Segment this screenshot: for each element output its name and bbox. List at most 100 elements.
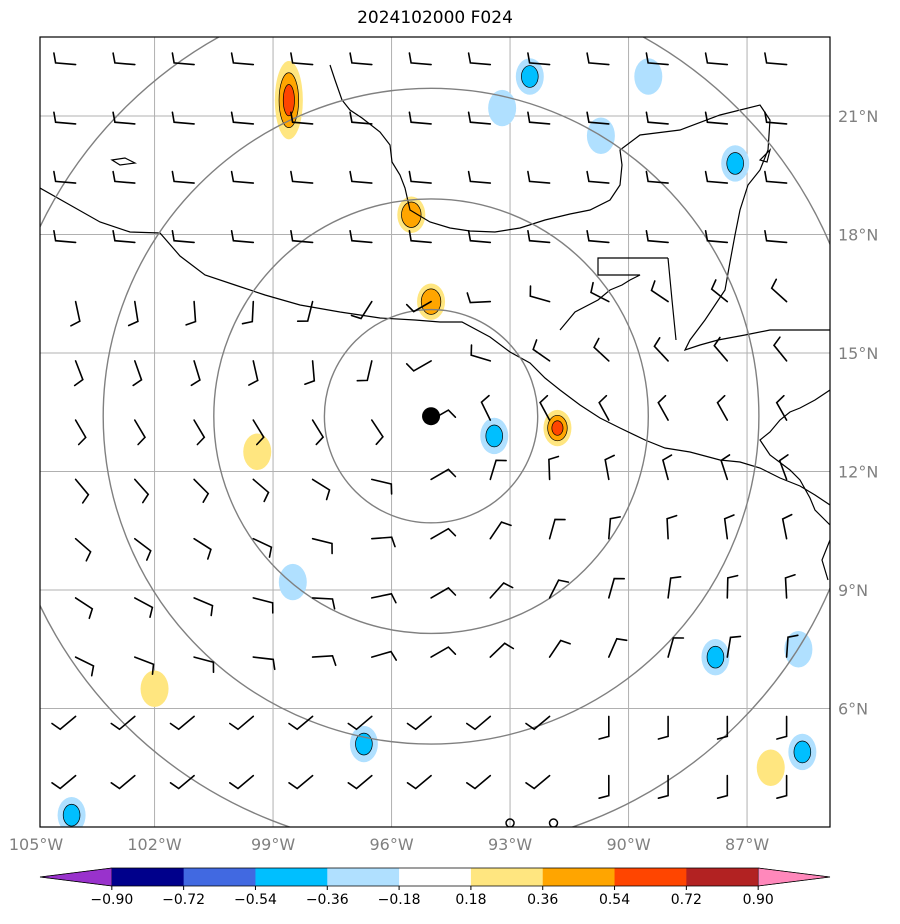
- wind-barb: [311, 597, 336, 610]
- wind-barb: [74, 478, 90, 504]
- wind-barb: [349, 52, 373, 66]
- wind-barb: [193, 656, 215, 673]
- wind-barb: [480, 394, 492, 421]
- wind-barb: [772, 336, 788, 362]
- wind-barb: [776, 774, 788, 799]
- wind-barb: [466, 292, 492, 304]
- wind-barb: [371, 478, 393, 495]
- wind-barb: [70, 300, 81, 327]
- wind-barb: [311, 654, 337, 667]
- wind-barb: [171, 170, 195, 184]
- wind-barb: [185, 300, 197, 326]
- map-background: [40, 37, 830, 827]
- wind-barb: [704, 111, 729, 125]
- wind-barb: [586, 170, 610, 184]
- wind-barb: [775, 394, 788, 421]
- wind-barb: [112, 170, 136, 184]
- wind-barb: [169, 774, 195, 790]
- colorbar-tick-label: −0.90: [90, 892, 133, 908]
- wind-barb: [134, 478, 150, 504]
- wind-barb: [726, 574, 739, 599]
- wind-barb: [252, 597, 274, 614]
- wind-barb: [539, 394, 551, 421]
- wind-barb: [110, 715, 136, 731]
- wind-barb: [371, 650, 397, 661]
- wind-barb: [349, 230, 373, 244]
- colorbar-swatch: [614, 868, 687, 886]
- wind-barb: [349, 111, 373, 125]
- wind-barb: [525, 715, 551, 731]
- lon-tick-label: 93°W: [488, 835, 532, 854]
- border-mexico-guatemala: [559, 257, 668, 331]
- colorbar-tick-label: 0.36: [527, 892, 558, 908]
- wind-barb: [350, 300, 373, 320]
- wind-barb: [430, 468, 457, 481]
- wind-barb: [288, 715, 314, 731]
- wind-barb: [598, 394, 610, 421]
- colorbar-swatch: [542, 868, 616, 886]
- wind-barb: [657, 394, 669, 421]
- wind-barbs: [51, 52, 799, 827]
- wind-barb: [171, 111, 195, 125]
- wind-barb: [645, 111, 669, 125]
- island-left: [110, 157, 138, 166]
- negative-contour: [726, 152, 744, 175]
- wind-barb: [586, 111, 610, 125]
- wind-barb: [548, 639, 571, 658]
- colorbar-swatch: [111, 868, 185, 886]
- colorbar-swatch: [183, 868, 256, 886]
- wind-barb: [704, 52, 729, 66]
- negative-contour: [706, 645, 725, 669]
- wind-barb: [408, 230, 432, 244]
- wind-barb: [726, 635, 742, 658]
- wind-barb: [661, 454, 673, 481]
- range-ring: [102, 87, 760, 745]
- map-frame: [39, 36, 831, 828]
- colorbar-tick-label: 0.18: [455, 892, 486, 908]
- positive-contour: [756, 749, 785, 786]
- wind-barb: [704, 230, 729, 244]
- negative-contour: [62, 803, 81, 827]
- wind-barb: [716, 394, 729, 421]
- wind-barb: [527, 230, 551, 244]
- coastline-gulf-mexico: [329, 64, 830, 352]
- negative-contour: [488, 89, 517, 127]
- colorbar-tick-label: −0.18: [378, 892, 421, 908]
- wind-barb: [532, 339, 551, 362]
- island-cuba: [758, 148, 772, 163]
- wind-barb: [53, 230, 77, 244]
- colorbar-tick-label: 0.54: [599, 892, 630, 908]
- positive-contour: [282, 84, 295, 117]
- range-ring: [323, 308, 539, 524]
- wind-barb: [171, 230, 195, 244]
- wind-barb: [53, 52, 77, 66]
- wind-barb: [74, 597, 94, 620]
- wind-barb: [134, 537, 152, 561]
- wind-barb: [134, 597, 154, 618]
- wind-barb: [467, 230, 492, 244]
- wind-barb: [608, 637, 628, 658]
- wind-barb: [371, 419, 384, 446]
- negative-contour: [634, 58, 663, 95]
- wind-barb: [51, 774, 77, 790]
- wind-barb: [349, 170, 373, 184]
- wind-barb: [241, 300, 255, 325]
- wind-barb: [290, 170, 314, 184]
- wind-barb: [785, 634, 799, 658]
- range-ring: [213, 198, 649, 635]
- lon-tick-label: 90°W: [606, 835, 650, 854]
- wind-barb: [548, 518, 566, 540]
- colorbar-swatch: [255, 868, 328, 886]
- range-rings: [40, 37, 830, 827]
- wind-barb: [430, 586, 457, 599]
- wind-barb: [169, 715, 195, 731]
- wind-barb: [598, 774, 610, 799]
- wind-barb: [489, 521, 512, 540]
- wind-barb: [252, 478, 270, 503]
- wind-barb: [112, 230, 136, 244]
- border-belize: [667, 257, 677, 341]
- wind-barb: [406, 715, 432, 731]
- wind-barb: [193, 419, 206, 446]
- colorbar-tick-label: −0.54: [234, 892, 277, 908]
- wind-barb: [778, 454, 789, 481]
